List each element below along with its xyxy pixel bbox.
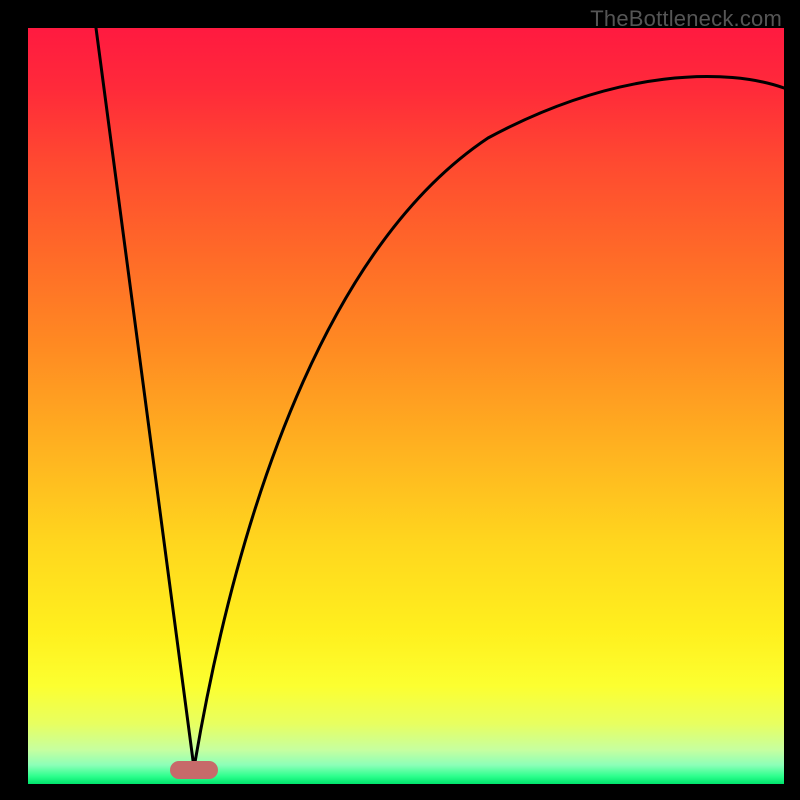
plot-area	[28, 28, 784, 784]
curve-svg	[28, 28, 784, 784]
sweet-spot-marker	[170, 761, 218, 779]
attribution-text: TheBottleneck.com	[590, 6, 782, 32]
bottleneck-curve	[96, 28, 784, 768]
